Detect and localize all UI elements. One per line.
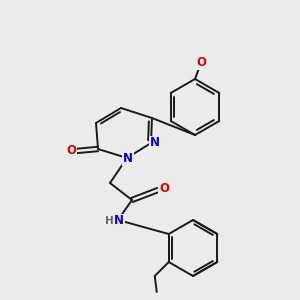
Text: O: O (159, 182, 169, 196)
Text: N: N (150, 136, 160, 149)
Text: N: N (114, 214, 124, 227)
Text: H: H (105, 216, 113, 226)
Text: N: N (123, 152, 133, 166)
Text: O: O (66, 145, 76, 158)
Text: O: O (196, 56, 206, 70)
